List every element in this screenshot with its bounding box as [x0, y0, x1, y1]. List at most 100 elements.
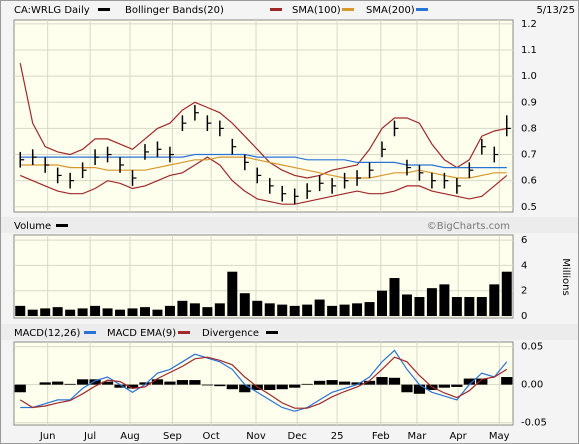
legend-label: MACD(12,26): [14, 328, 81, 339]
volume-bar: [27, 309, 38, 316]
volume-bar: [464, 297, 475, 316]
volume-bar: [501, 271, 512, 316]
divergence-bar: [52, 381, 64, 385]
macd-panel: [13, 341, 514, 426]
divergence-bar: [89, 379, 101, 385]
volume-bar: [289, 305, 300, 316]
x-tick-label: Dec: [288, 431, 307, 442]
volume-bar: [152, 309, 163, 316]
divergence-bar: [139, 382, 151, 385]
divergence-bar: [401, 384, 413, 393]
volume-bar: [327, 305, 338, 316]
divergence-bar: [351, 382, 363, 385]
divergence-bar: [388, 377, 401, 385]
legend-swatch: [84, 331, 96, 334]
divergence-bar: [501, 377, 513, 385]
divergence-bar: [276, 384, 288, 390]
panel-title: Volume: [14, 221, 51, 232]
y-tick-label: 0.05: [521, 342, 543, 353]
volume-bar: [52, 307, 63, 316]
x-tick-label: Jul: [83, 431, 96, 442]
volume-bar: [189, 303, 200, 316]
x-tick-label: Sep: [163, 431, 182, 442]
x-tick-label: Apr: [449, 431, 467, 442]
volume-bar: [90, 305, 101, 316]
x-tick-label: Feb: [372, 431, 390, 442]
volume-bar: [115, 309, 126, 316]
y-tick-label: 4: [521, 260, 527, 271]
legend-swatch: [342, 8, 354, 11]
legend-label: MACD EMA(9): [107, 328, 176, 339]
line: [20, 156, 507, 179]
volume-bar: [277, 304, 288, 316]
y-tick-label: 0.00: [521, 380, 543, 391]
chart-date: 5/13/25: [536, 5, 575, 16]
volume-strip: [1, 217, 578, 233]
divergence-bar: [463, 378, 475, 385]
x-tick-label: Aug: [120, 431, 140, 442]
divergence-bar: [289, 384, 301, 388]
legend-swatch: [270, 8, 282, 11]
line: [19, 156, 508, 205]
legend-swatch: [56, 224, 68, 227]
volume-bar: [252, 300, 263, 316]
volume-bar: [139, 307, 150, 316]
y-tick-label: 0.9: [521, 97, 537, 108]
line: [20, 349, 508, 412]
volume-bar: [489, 284, 500, 316]
divergence-bar: [176, 380, 189, 385]
y-tick-label: 0: [521, 311, 527, 322]
divergence-bar: [214, 384, 226, 387]
volume-bar: [102, 308, 113, 316]
divergence-bar: [76, 379, 89, 385]
divergence-bar: [39, 382, 51, 385]
divergence-bar: [101, 381, 114, 385]
y-tick-label: 1.2: [521, 19, 537, 30]
y-tick-label: -0.05: [521, 418, 547, 429]
volume-bar: [414, 297, 425, 316]
volume-bar: [389, 278, 400, 316]
y-tick-label: 0.6: [521, 176, 537, 187]
volume-bar: [401, 294, 412, 316]
volume-bar: [239, 293, 250, 316]
divergence-bar: [201, 384, 213, 386]
volume-bar: [352, 303, 363, 316]
volume-bar: [177, 300, 188, 316]
volume-bar: [65, 309, 76, 316]
divergence-bar: [326, 380, 338, 385]
marks: [14, 62, 513, 412]
volume-bar: [214, 303, 225, 316]
volume-bar: [127, 308, 138, 316]
divergence-bar: [126, 384, 139, 389]
y-tick-label: 1.0: [521, 71, 537, 82]
divergence-bar: [164, 381, 176, 385]
legend-label: Bollinger Bands(20): [125, 5, 224, 16]
volume-bar: [377, 290, 388, 316]
y-tick-label: 1.1: [521, 45, 537, 56]
volume-bar: [227, 271, 238, 316]
macd-strip: [1, 324, 578, 340]
volume-bar: [264, 303, 275, 316]
divergence-bar: [438, 384, 451, 388]
volume-bar: [314, 299, 325, 316]
volume-bar: [77, 308, 88, 316]
volume-bar: [302, 304, 313, 316]
legend-swatch: [416, 8, 428, 11]
divergence-bar: [64, 383, 76, 385]
y-tick-label: 0.5: [521, 202, 537, 213]
line: [19, 356, 508, 409]
volume-bar: [476, 297, 487, 316]
price-panel: [13, 19, 514, 213]
legend-swatch: [178, 331, 190, 334]
volume-bar: [451, 297, 462, 316]
x-tick-label: Jun: [39, 431, 56, 442]
divergence-bar: [451, 384, 463, 387]
volume-bar: [426, 288, 437, 316]
y-tick-label: 2: [521, 286, 527, 297]
legend-swatch: [266, 331, 278, 334]
x-tick-label: May: [489, 431, 510, 442]
divergence-bar: [239, 384, 251, 393]
divergence-bar: [376, 377, 388, 385]
volume-panel: [13, 234, 514, 319]
divergence-bar: [114, 384, 126, 388]
